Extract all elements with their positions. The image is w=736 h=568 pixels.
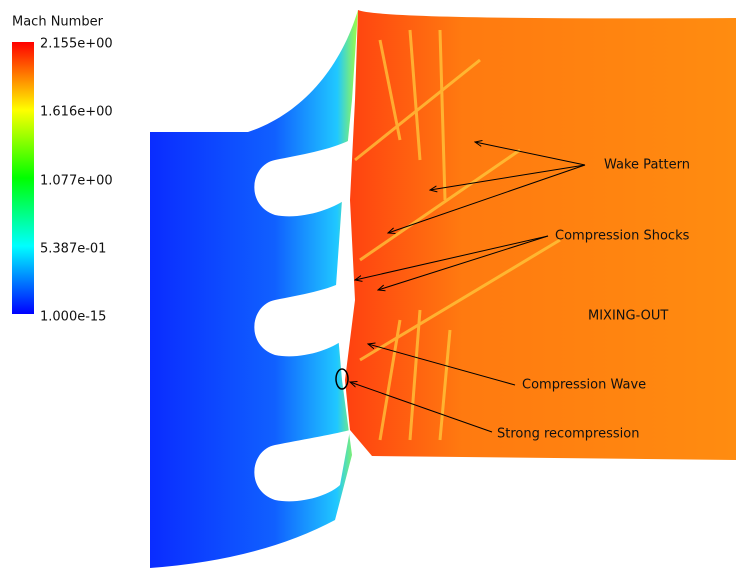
annotation: Compression Wave (522, 378, 646, 393)
colorbar-tick: 2.155e+00 (40, 37, 113, 52)
colorbar (12, 42, 34, 314)
colorbar-tick: 1.077e+00 (40, 174, 113, 189)
annotation: Strong recompression (497, 427, 639, 442)
colorbar-tick: 1.616e+00 (40, 105, 113, 120)
annotation: MIXING-OUT (588, 309, 668, 324)
colorbar-tick: 1.000e-15 (40, 310, 106, 325)
legend-title: Mach Number (12, 15, 104, 30)
figure: Mach Number 2.155e+00 1.616e+00 1.077e+0… (0, 0, 736, 568)
annotation: Wake Pattern (604, 158, 690, 173)
annotation: Compression Shocks (555, 229, 690, 244)
colorbar-tick: 5.387e-01 (40, 242, 106, 257)
